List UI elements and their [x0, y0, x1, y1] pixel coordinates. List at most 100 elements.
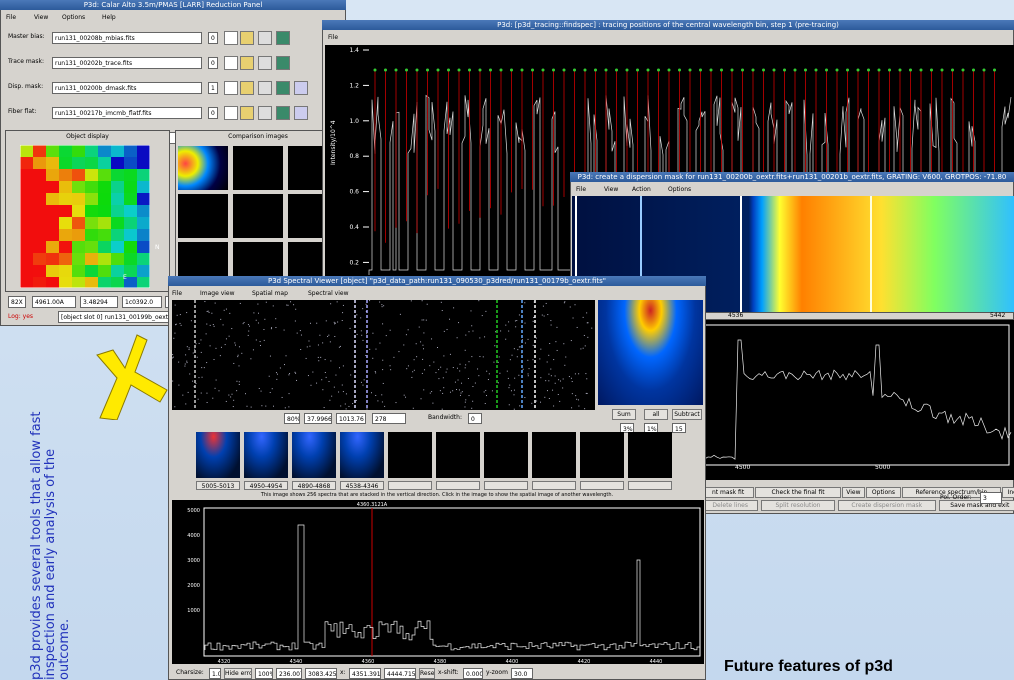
shape [272, 388, 273, 389]
shape [545, 380, 546, 381]
icon-button[interactable] [224, 106, 238, 120]
control[interactable]: 100% [255, 668, 273, 679]
shape [437, 69, 440, 72]
shape [429, 365, 430, 366]
bandwidth-field[interactable]: 0 [468, 413, 482, 424]
slot-field[interactable]: 1 [208, 82, 218, 94]
icon-button[interactable] [258, 56, 272, 70]
icon-button[interactable] [276, 56, 290, 70]
pol-field[interactable]: 3 [980, 492, 1002, 504]
icon-button[interactable] [276, 81, 290, 95]
shape [174, 333, 175, 334]
thumbnail [244, 432, 288, 478]
icon-button[interactable] [240, 31, 254, 45]
icon-button[interactable] [224, 81, 238, 95]
file-field[interactable]: run131_00208b_mbias.fits [52, 32, 202, 44]
shape [488, 379, 489, 380]
control[interactable]: Hide errors [224, 668, 252, 679]
control[interactable]: 3083.4253 [305, 668, 337, 679]
slot-field[interactable]: 0 [208, 32, 218, 44]
shape [273, 406, 274, 407]
control-field[interactable]: 278 [372, 413, 406, 424]
icon-button[interactable] [224, 31, 238, 45]
button[interactable]: Check the final fit [755, 487, 841, 498]
shape [452, 390, 453, 391]
shape [340, 405, 341, 406]
status-field[interactable]: 4961.00A [32, 296, 76, 308]
value-field[interactable]: 15 [672, 423, 686, 433]
control-field[interactable]: 37.9966 [304, 413, 332, 424]
thumbnail [580, 432, 624, 478]
control[interactable]: 1.0 [209, 668, 221, 679]
icon-button[interactable] [276, 106, 290, 120]
file-field[interactable]: run131_00200b_dmask.fits [52, 82, 202, 94]
shape [307, 346, 308, 347]
status-field[interactable]: 3.48294 [80, 296, 118, 308]
icon-button[interactable] [240, 56, 254, 70]
thumb-label[interactable] [628, 481, 672, 490]
control[interactable]: 4444.7159 [384, 668, 416, 679]
button[interactable]: nt mask fit [702, 487, 754, 498]
shape [46, 241, 59, 253]
shape [372, 333, 373, 334]
shape [361, 330, 362, 331]
control[interactable]: 4351.3919 [349, 668, 381, 679]
shape [983, 69, 986, 72]
shape [583, 317, 584, 318]
button[interactable]: Split resolution [761, 500, 834, 511]
icon-button[interactable] [276, 31, 290, 45]
shape [495, 331, 496, 332]
control-field[interactable]: 1013.76 [336, 413, 366, 424]
button[interactable]: View [842, 487, 865, 498]
shape [382, 360, 383, 361]
field-label: Master bias: [8, 32, 52, 44]
thumb-label[interactable] [532, 481, 576, 490]
thumb-label[interactable]: 4950-4954 [244, 481, 288, 490]
shape [573, 318, 574, 319]
shape [124, 241, 137, 253]
control[interactable]: Reset [419, 668, 435, 679]
thumb-label[interactable]: 5005-5013 [196, 481, 240, 490]
icon-button[interactable] [294, 81, 308, 95]
icon-button[interactable] [258, 31, 272, 45]
control[interactable]: 236.00774 [276, 668, 302, 679]
thumb-label[interactable] [484, 481, 528, 490]
button[interactable]: Incombin [1002, 487, 1014, 498]
shape [591, 328, 592, 329]
strip-label: 5442 [990, 311, 1010, 320]
button[interactable]: all [644, 409, 668, 420]
icon-button[interactable] [240, 81, 254, 95]
icon-button[interactable] [294, 106, 308, 120]
shape [575, 395, 576, 396]
thumb-label[interactable] [580, 481, 624, 490]
shape [762, 69, 765, 72]
thumb-label[interactable] [388, 481, 432, 490]
control[interactable]: 30.0 [511, 668, 533, 679]
thumb-label[interactable]: 4538-4346 [340, 481, 384, 490]
shape [343, 305, 344, 306]
icon-button[interactable] [258, 81, 272, 95]
slot-field[interactable]: 0 [208, 107, 218, 119]
button[interactable]: Sum [612, 409, 636, 420]
button[interactable]: Create dispersion mask [838, 500, 936, 511]
control[interactable]: 0.000 [463, 668, 483, 679]
icon-button[interactable] [240, 106, 254, 120]
button[interactable]: Subtract [672, 409, 702, 420]
shape [527, 360, 528, 361]
bandwidth-label: Bandwidth: [428, 413, 468, 423]
status-field[interactable]: 82X [8, 296, 26, 308]
file-field[interactable]: run131_00217b_imcmb_flatf.fits [52, 107, 202, 119]
button[interactable]: Delete lines [702, 500, 758, 511]
icon-button[interactable] [258, 106, 272, 120]
thumb-label[interactable]: 4890-4868 [292, 481, 336, 490]
icon-button[interactable] [224, 56, 238, 70]
file-field[interactable]: run131_00202b_trace.fits [52, 57, 202, 69]
shape [431, 338, 432, 339]
thumb-label[interactable] [436, 481, 480, 490]
slot-field[interactable]: 0 [208, 57, 218, 69]
control-field[interactable]: 80% [284, 413, 300, 424]
button[interactable]: Options [866, 487, 901, 498]
shape [447, 329, 448, 330]
status-field[interactable]: 1c0392.0 [122, 296, 162, 308]
thumbnail [436, 432, 480, 478]
